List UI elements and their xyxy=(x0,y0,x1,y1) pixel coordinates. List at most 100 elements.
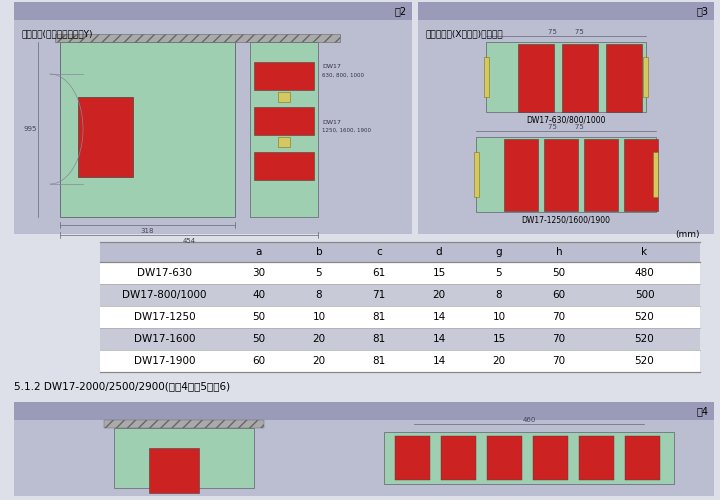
Bar xyxy=(100,328,700,350)
Text: 20: 20 xyxy=(312,356,325,366)
Bar xyxy=(606,44,642,112)
Bar xyxy=(14,20,412,234)
Bar xyxy=(579,436,614,480)
Bar xyxy=(625,436,660,480)
Bar xyxy=(100,242,700,262)
Text: 50: 50 xyxy=(552,268,566,278)
Text: 20: 20 xyxy=(492,356,505,366)
Text: 垂直接线(注意：绝缘隔板Y): 垂直接线(注意：绝缘隔板Y) xyxy=(22,30,94,38)
Text: 40: 40 xyxy=(253,290,266,300)
Bar xyxy=(100,284,700,306)
Text: 60: 60 xyxy=(253,356,266,366)
Text: 318: 318 xyxy=(140,228,154,234)
Bar xyxy=(643,57,648,97)
Bar xyxy=(60,42,235,217)
Bar xyxy=(518,44,554,112)
Bar xyxy=(418,20,714,234)
Text: DW17-800/1000: DW17-800/1000 xyxy=(122,290,207,300)
Text: b: b xyxy=(315,247,323,257)
Bar xyxy=(384,432,674,484)
Text: 70: 70 xyxy=(552,334,566,344)
Text: DW17-630: DW17-630 xyxy=(137,268,192,278)
Bar xyxy=(486,42,646,112)
Bar xyxy=(484,57,489,97)
Text: 995: 995 xyxy=(23,126,37,132)
Text: 14: 14 xyxy=(433,356,446,366)
Bar xyxy=(78,97,133,177)
Text: 520: 520 xyxy=(634,312,654,322)
Bar xyxy=(104,420,264,428)
Text: 454: 454 xyxy=(182,238,196,244)
Bar xyxy=(149,448,199,493)
Text: 50: 50 xyxy=(253,312,266,322)
Text: c: c xyxy=(376,247,382,257)
Text: 10: 10 xyxy=(492,312,505,322)
Text: 图4: 图4 xyxy=(697,406,709,416)
Text: 14: 14 xyxy=(433,312,446,322)
Text: 61: 61 xyxy=(372,268,386,278)
Text: 15: 15 xyxy=(492,334,505,344)
Bar xyxy=(254,62,314,90)
Text: 70: 70 xyxy=(552,312,566,322)
Text: 14: 14 xyxy=(433,334,446,344)
Bar xyxy=(418,2,714,20)
Text: 15: 15 xyxy=(433,268,446,278)
Text: h: h xyxy=(556,247,562,257)
Text: k: k xyxy=(642,247,647,257)
Bar xyxy=(441,436,476,480)
Text: 81: 81 xyxy=(372,356,386,366)
Bar xyxy=(624,139,658,211)
Text: 50: 50 xyxy=(253,334,266,344)
Bar xyxy=(278,137,290,147)
Bar xyxy=(533,436,568,480)
Text: 接线端尺寸(X向视图)水平接线: 接线端尺寸(X向视图)水平接线 xyxy=(426,30,503,38)
Text: 图2: 图2 xyxy=(395,6,407,16)
Bar xyxy=(254,152,314,180)
Bar xyxy=(487,436,522,480)
Text: 5: 5 xyxy=(495,268,503,278)
Bar xyxy=(474,152,479,197)
Text: 81: 81 xyxy=(372,312,386,322)
Bar xyxy=(14,402,714,420)
Text: 520: 520 xyxy=(634,334,654,344)
Bar xyxy=(100,306,700,328)
Text: 630, 800, 1000: 630, 800, 1000 xyxy=(322,72,364,78)
Text: a: a xyxy=(256,247,262,257)
Text: (mm): (mm) xyxy=(675,230,700,239)
Text: DW17-1250/1600/1900: DW17-1250/1600/1900 xyxy=(521,216,611,224)
Bar xyxy=(100,350,700,372)
Text: DW17: DW17 xyxy=(322,120,341,124)
Text: 1250, 1600, 1900: 1250, 1600, 1900 xyxy=(322,128,371,132)
Text: DW17-630/800/1000: DW17-630/800/1000 xyxy=(526,116,606,124)
Text: 30: 30 xyxy=(253,268,266,278)
Bar xyxy=(100,262,700,284)
Bar xyxy=(653,152,658,197)
Text: 5: 5 xyxy=(315,268,323,278)
Bar xyxy=(278,92,290,102)
Text: 10: 10 xyxy=(312,312,325,322)
Bar xyxy=(55,34,340,42)
Text: 75        75: 75 75 xyxy=(548,29,584,35)
Bar xyxy=(14,2,412,20)
Bar xyxy=(544,139,578,211)
Bar xyxy=(562,44,598,112)
Text: 71: 71 xyxy=(372,290,386,300)
Text: 20: 20 xyxy=(433,290,446,300)
Text: 5.1.2 DW17-2000/2500/2900(见图4、图5、图6): 5.1.2 DW17-2000/2500/2900(见图4、图5、图6) xyxy=(14,381,230,391)
Bar xyxy=(114,428,254,488)
Text: 75        75: 75 75 xyxy=(548,124,584,130)
Text: DW17-1600: DW17-1600 xyxy=(134,334,195,344)
Text: DW17-1900: DW17-1900 xyxy=(134,356,195,366)
Bar xyxy=(14,420,714,496)
Text: 81: 81 xyxy=(372,334,386,344)
Bar xyxy=(476,137,656,212)
Text: d: d xyxy=(436,247,442,257)
Bar xyxy=(504,139,538,211)
Text: 70: 70 xyxy=(552,356,566,366)
Text: DW17: DW17 xyxy=(322,64,341,70)
Text: 60: 60 xyxy=(552,290,566,300)
Text: 8: 8 xyxy=(495,290,503,300)
Text: 480: 480 xyxy=(634,268,654,278)
Text: 20: 20 xyxy=(312,334,325,344)
Text: 8: 8 xyxy=(315,290,323,300)
